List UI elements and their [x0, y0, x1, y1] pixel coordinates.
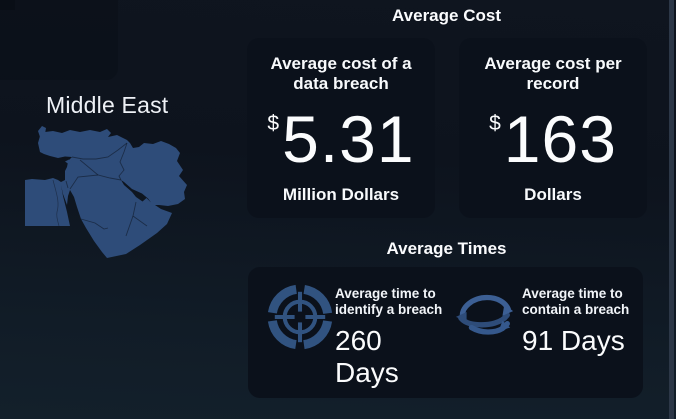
stat-label: Average time to identify a breach	[335, 286, 443, 317]
unit-label: Dollars	[524, 185, 582, 204]
stat-contain: Average time to contain a breach 91 Days	[522, 286, 638, 357]
average-times-section-title: Average Times	[386, 239, 507, 258]
corner-shade	[0, 0, 118, 80]
cost-card-per-record: Average cost per record $163 Dollars	[459, 38, 647, 218]
card-title: Average cost per record	[484, 54, 622, 93]
value-row: $163	[489, 94, 617, 185]
stat-value: 91 Days	[522, 324, 625, 356]
target-icon	[267, 284, 333, 350]
currency-symbol: $	[267, 112, 280, 136]
unit-label: Million Dollars	[282, 185, 400, 204]
currency-symbol: $	[489, 112, 501, 136]
stat-label: Average time to contain a breach	[522, 286, 630, 317]
times-card: Average time to identify a breach 260 Da…	[248, 267, 643, 398]
corner-chip	[0, 0, 15, 10]
cost-card-data-breach: Average cost of a data breach $5.31 Mill…	[247, 38, 435, 218]
region-title: Middle East	[46, 92, 169, 118]
middle-east-map-icon	[25, 126, 187, 258]
card-title: Average cost of a data breach	[270, 54, 412, 93]
average-cost-section-title: Average Cost	[392, 6, 501, 25]
stat-identify: Average time to identify a breach 260 Da…	[335, 286, 451, 389]
cycle-arrows-icon	[455, 294, 514, 335]
cost-value: 163	[503, 102, 617, 177]
stat-value: 260 Days	[335, 324, 399, 388]
cost-value: 5.31	[282, 102, 415, 177]
value-row: $5.31	[267, 94, 414, 185]
scrollbar[interactable]	[669, 0, 674, 419]
